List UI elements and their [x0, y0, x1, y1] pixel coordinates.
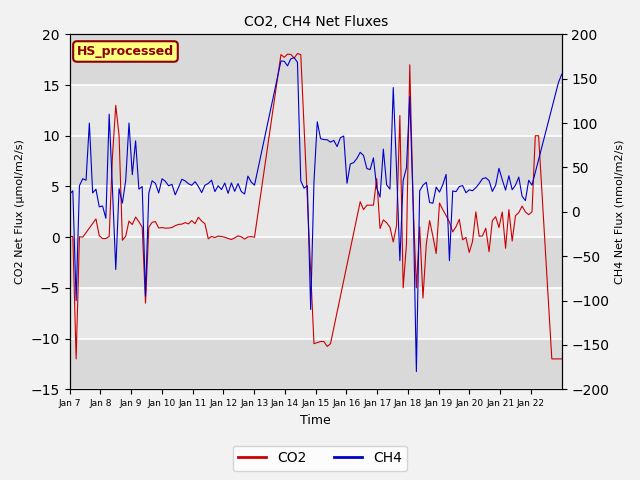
- Title: CO2, CH4 Net Fluxes: CO2, CH4 Net Fluxes: [243, 15, 388, 29]
- X-axis label: Time: Time: [300, 414, 331, 427]
- Y-axis label: CH4 Net Flux (nmol/m2/s): CH4 Net Flux (nmol/m2/s): [615, 140, 625, 284]
- Bar: [70, 136, 562, 186]
- Text: HS_processed: HS_processed: [77, 45, 174, 58]
- Bar: [70, 237, 562, 288]
- Legend: CO2, CH4: CO2, CH4: [232, 445, 408, 471]
- Bar: [70, 35, 562, 85]
- Y-axis label: CO2 Net Flux (μmol/m2/s): CO2 Net Flux (μmol/m2/s): [15, 139, 25, 284]
- Bar: [70, 338, 562, 389]
